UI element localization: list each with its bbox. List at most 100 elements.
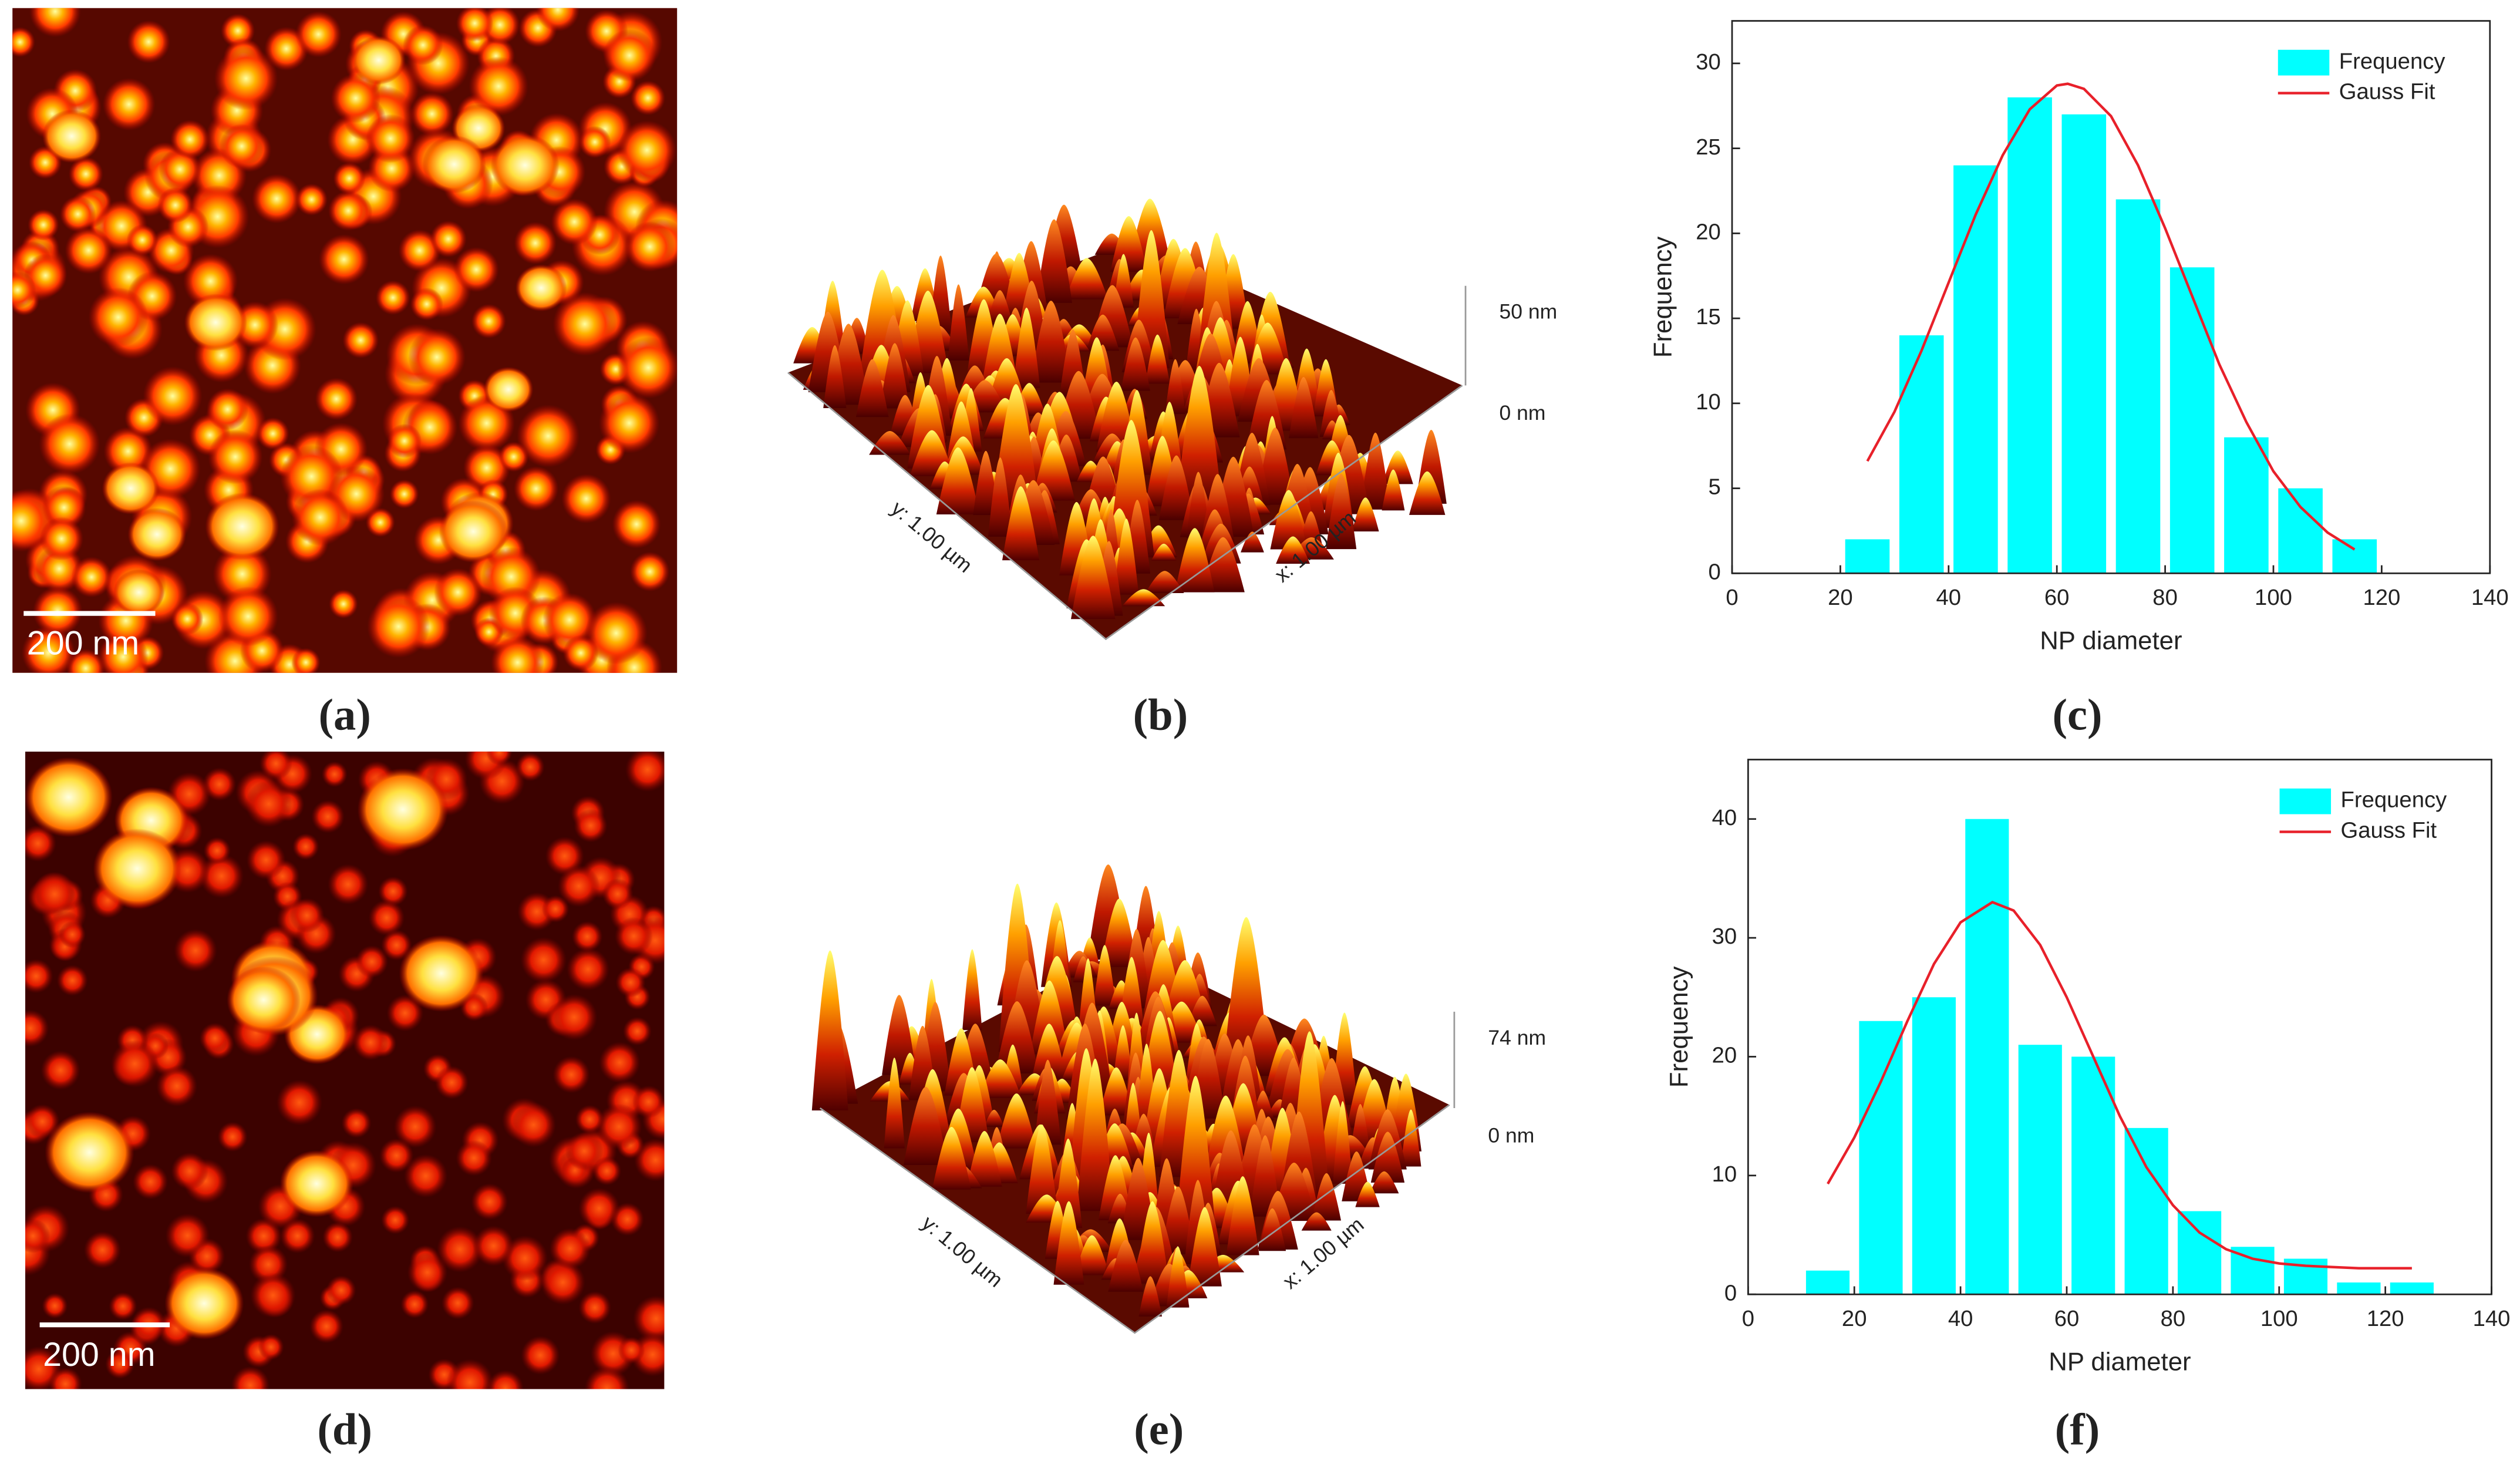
surface-peak: [1121, 337, 1150, 391]
surface-peak: [1301, 1212, 1332, 1231]
surface-peak: [1026, 1124, 1058, 1214]
panel-label: (a): [319, 690, 371, 740]
surface-peak: [1036, 219, 1072, 303]
particle: [511, 1102, 556, 1147]
particle: [329, 589, 358, 619]
histogram-bar: [1965, 819, 2009, 1295]
particle: [156, 1065, 198, 1107]
surface-peak: [1409, 471, 1446, 515]
legend-label: Gauss Fit: [2339, 79, 2435, 105]
surface-peak: [996, 1093, 1037, 1149]
particle: [183, 254, 238, 309]
surface-peak: [1151, 543, 1177, 561]
particle: [276, 1079, 322, 1126]
particle: [12, 26, 35, 58]
afm-surface: [811, 864, 1450, 1333]
surface-peak: [1013, 307, 1040, 388]
particle: [25, 959, 53, 994]
particle: [322, 1221, 353, 1253]
particle: [219, 123, 264, 169]
surface-peak: [1077, 1058, 1114, 1211]
afm-image: [25, 751, 665, 1389]
surface-peak: [936, 447, 980, 514]
y-tick-label: 15: [1696, 304, 1721, 329]
particle: [520, 937, 567, 983]
legend-label: Frequency: [2339, 49, 2446, 74]
particle: [471, 1183, 508, 1220]
surface-peak: [1101, 898, 1138, 967]
surface-peak: [995, 1001, 1039, 1073]
surface-peak: [1176, 365, 1222, 504]
particle: [541, 895, 570, 923]
histogram-bar: [1859, 1021, 1903, 1295]
surface-peak: [979, 1059, 1022, 1098]
particle: [289, 898, 325, 933]
large-particle: [439, 500, 508, 563]
particle: [42, 485, 86, 530]
surface-peak: [948, 284, 969, 361]
particle: [403, 25, 443, 66]
surface-peak: [1186, 472, 1211, 538]
x-tick-label: 140: [2473, 1306, 2511, 1331]
large-particle: [25, 757, 113, 837]
particle: [453, 247, 499, 292]
large-particle: [422, 135, 486, 194]
surface-peak: [1161, 1186, 1195, 1254]
surface-edge: [819, 1104, 1450, 1334]
surface-peak: [1030, 980, 1069, 1055]
y-tick-label: 0: [1724, 1280, 1737, 1305]
particle: [103, 426, 153, 476]
particle: [110, 1039, 159, 1088]
particle: [331, 73, 381, 123]
surface-peak: [1113, 1025, 1133, 1080]
histogram-bar: [1912, 997, 1956, 1295]
surface-peak: [932, 1127, 971, 1190]
surface-peak: [1108, 1240, 1144, 1292]
particle: [326, 1275, 356, 1305]
surface-peak: [1053, 1201, 1084, 1285]
surface-peak: [1249, 1135, 1281, 1217]
surface-peak: [988, 457, 1013, 537]
particle: [315, 378, 358, 420]
particle: [71, 557, 112, 598]
large-particle: [113, 569, 165, 616]
histogram-bar: [2178, 1211, 2222, 1295]
surface-peak: [1352, 497, 1379, 532]
y-tick-label: 40: [1712, 805, 1737, 830]
surface-peak: [962, 949, 982, 1031]
histogram-bar: [2224, 437, 2269, 574]
particle: [56, 965, 88, 997]
particle: [295, 183, 328, 216]
surface-peak: [973, 450, 999, 516]
particle: [171, 602, 204, 635]
x-tick-label: 0: [1742, 1306, 1754, 1331]
surface-peak: [1158, 455, 1194, 520]
x-tick-label: 100: [2255, 585, 2292, 610]
particle: [410, 287, 443, 321]
particle: [617, 120, 677, 180]
x-tick-label: 60: [2054, 1306, 2080, 1331]
particle: [469, 56, 528, 116]
surface-peak: [1355, 1181, 1380, 1207]
surface-peak: [1226, 1176, 1259, 1255]
surface-peak: [1360, 432, 1390, 510]
plot-frame: [1747, 759, 2492, 1295]
particle: [596, 1103, 642, 1150]
particle: [516, 752, 545, 782]
particle: [617, 336, 678, 399]
large-particle: [102, 462, 160, 515]
particle: [434, 1065, 469, 1099]
surface-peak: [1332, 1101, 1353, 1184]
surface-peak: [1093, 945, 1116, 1006]
particle: [127, 20, 170, 63]
large-particle: [227, 966, 301, 1034]
particle: [578, 1187, 620, 1229]
large-particle: [352, 35, 406, 85]
particle: [199, 1022, 231, 1054]
legend-label: Frequency: [2340, 787, 2447, 813]
particle: [83, 1231, 122, 1269]
particle: [603, 29, 656, 82]
surface-peak: [1276, 536, 1310, 564]
y-tick-label: 20: [1712, 1043, 1737, 1068]
